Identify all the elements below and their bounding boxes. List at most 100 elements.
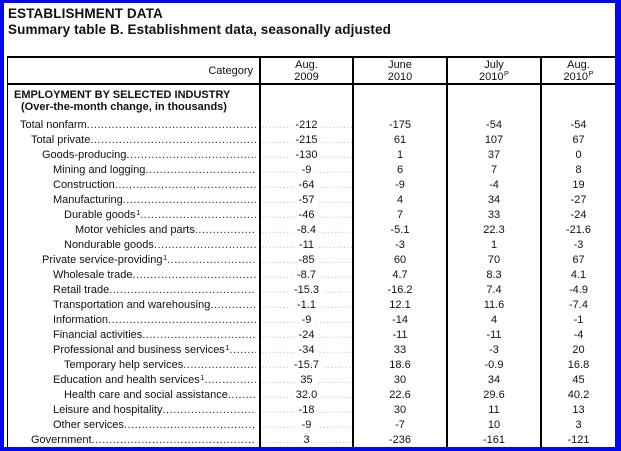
value-number: -5.1 xyxy=(390,224,410,236)
row-label-text: Durable goods xyxy=(64,209,136,221)
table-row: Wholesale trade -8.7 4.7 8.3 4.1 xyxy=(8,268,615,283)
section-title: EMPLOYMENT BY SELECTED INDUSTRY (Over-th… xyxy=(8,85,259,118)
faint-dot-leader xyxy=(322,118,352,133)
faint-dot-leader xyxy=(261,328,295,343)
row-value: -175 xyxy=(352,118,446,133)
faint-dot-leader xyxy=(261,313,298,328)
row-value: 19 xyxy=(540,178,615,193)
row-value: 3 xyxy=(259,433,352,447)
row-label: Mining and logging xyxy=(8,163,259,178)
value-number: 29.6 xyxy=(483,389,505,401)
row-value: -236 xyxy=(352,433,446,447)
value-number: -54 xyxy=(570,119,587,131)
row-value: -54 xyxy=(540,118,615,133)
dot-leader xyxy=(90,133,256,148)
faint-dot-leader xyxy=(261,253,295,268)
table-row: Temporary help services -15.7 18.6 -0.9 16.8 xyxy=(8,358,615,373)
value-number: -4.9 xyxy=(569,284,588,296)
dot-leader xyxy=(123,193,256,208)
value-number: -54 xyxy=(486,119,502,131)
row-value: -27 xyxy=(540,193,615,208)
value-number: -4 xyxy=(489,179,499,191)
row-value: 30 xyxy=(352,373,446,388)
dot-leader xyxy=(204,373,256,388)
value-number: -14 xyxy=(392,314,408,326)
faint-dot-leader xyxy=(321,388,352,403)
faint-dot-leader xyxy=(261,418,298,433)
row-label-text: Private service-providing xyxy=(42,254,163,266)
table-row: Government 3 -236 -161 -121 xyxy=(8,433,615,447)
empty-cell xyxy=(352,85,446,118)
value-number: 37 xyxy=(487,149,501,161)
faint-dot-leader xyxy=(261,148,291,163)
row-label: Total private xyxy=(8,133,259,148)
row-value: -11 xyxy=(446,328,540,343)
value-number: -46 xyxy=(298,209,315,221)
empty-cell xyxy=(540,85,615,118)
value-number: 7.4 xyxy=(486,284,502,296)
faint-dot-leader xyxy=(318,193,352,208)
row-value: 8 xyxy=(540,163,615,178)
row-label: Wholesale trade xyxy=(8,268,259,283)
value-number: -3 xyxy=(395,239,405,251)
row-label: Private service-providing 1 xyxy=(8,253,259,268)
row-value: 33 xyxy=(446,208,540,223)
row-label-text: Wholesale trade xyxy=(53,269,133,281)
faint-dot-leader xyxy=(261,208,295,223)
row-value: -9 xyxy=(352,178,446,193)
value-number: 19 xyxy=(572,179,585,191)
row-value: -9 xyxy=(259,163,352,178)
dot-leader xyxy=(87,118,256,133)
value-number: 40.2 xyxy=(567,389,590,401)
value-number: -161 xyxy=(482,434,506,446)
value-number: -9 xyxy=(301,314,312,326)
row-value: -24 xyxy=(259,328,352,343)
value-number: 11 xyxy=(488,404,500,416)
value-number: -15.3 xyxy=(293,284,320,296)
row-label-text: Nondurable goods xyxy=(64,239,154,251)
row-value: 67 xyxy=(540,133,615,148)
row-label-text: Information xyxy=(53,314,109,326)
value-number: 7 xyxy=(396,209,404,221)
value-number: 10 xyxy=(487,419,501,431)
row-value: -24 xyxy=(540,208,615,223)
row-value: 6 xyxy=(352,163,446,178)
row-value: -46 xyxy=(259,208,352,223)
value-number: -236 xyxy=(388,434,412,446)
value-number: -130 xyxy=(295,149,318,161)
row-label: Leisure and hospitality xyxy=(8,403,259,418)
footnote-marker: 1 xyxy=(162,253,168,262)
row-value: 4.7 xyxy=(352,268,446,283)
value-number: 70 xyxy=(487,254,501,266)
row-value: 7 xyxy=(352,208,446,223)
row-value: 29.6 xyxy=(446,388,540,403)
row-label: Motor vehicles and parts xyxy=(8,223,259,238)
footnote-marker: 1 xyxy=(136,208,141,217)
value-number: 4.7 xyxy=(392,269,408,281)
row-label: Manufacturing xyxy=(8,193,259,208)
faint-dot-leader xyxy=(318,328,352,343)
table-row: Goods-producing -130 1 37 0 xyxy=(8,148,615,163)
column-header-line2: 2009 xyxy=(294,71,319,83)
row-label: Professional and business services 1 xyxy=(8,343,259,358)
value-number: -11 xyxy=(392,329,408,341)
row-value: 18.6 xyxy=(352,358,446,373)
row-value: -130 xyxy=(259,148,352,163)
faint-dot-leader xyxy=(323,283,352,298)
column-header-line2: 2010 xyxy=(387,71,413,83)
dot-leader xyxy=(92,433,256,447)
row-value: 11.6 xyxy=(446,298,540,313)
row-value: -11 xyxy=(352,328,446,343)
row-value: 35 xyxy=(259,373,352,388)
dot-leader xyxy=(228,388,256,403)
row-label-text: Total nonfarm xyxy=(20,119,87,131)
row-value: 70 xyxy=(446,253,540,268)
faint-dot-leader xyxy=(261,118,291,133)
row-label-text: Goods-producing xyxy=(42,149,127,161)
footnote-marker: 1 xyxy=(200,373,205,382)
section-line1: EMPLOYMENT BY SELECTED INDUSTRY xyxy=(14,89,231,101)
value-number: 3 xyxy=(575,419,582,431)
